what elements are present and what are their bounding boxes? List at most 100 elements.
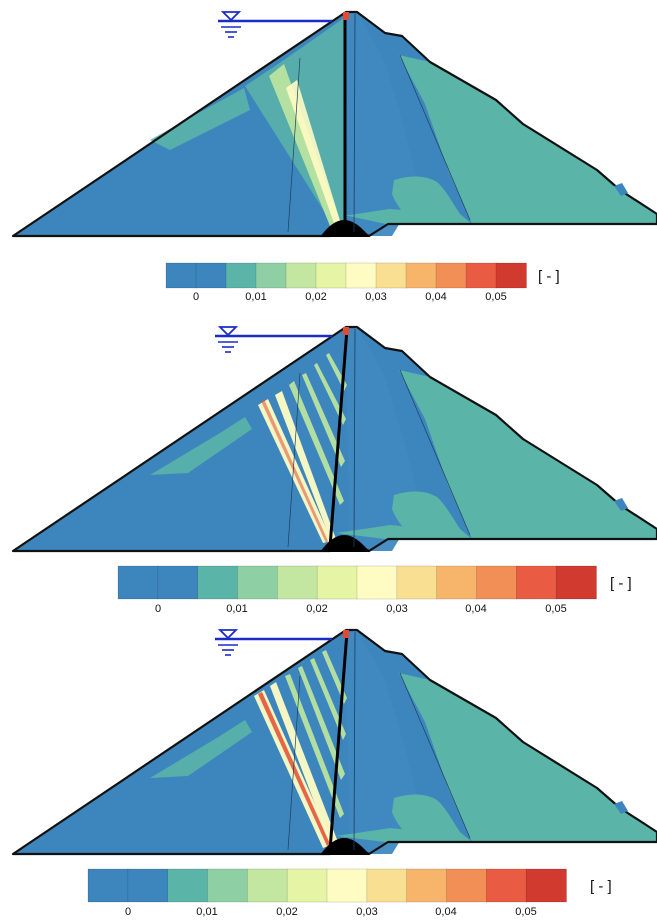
legend-swatch-6: [315, 262, 347, 289]
legend-swatch-5: [247, 868, 288, 903]
water-level-triangle-icon: [217, 326, 239, 337]
downstream-patch: [392, 794, 472, 842]
dam-panel-1: [0, 0, 657, 250]
legend-2-unit-label: [ - ]: [610, 575, 632, 592]
dam-cross-section-3: [11, 628, 657, 856]
legend-3-tick-0: 0: [124, 906, 132, 918]
core-boundary-line: [353, 328, 356, 548]
crest-hotspot: [343, 327, 349, 335]
upstream-patch: [150, 88, 250, 150]
base-zone: [344, 209, 453, 224]
legend-1: [ - ] 0 0,01 0,02 0,03 0,04 0,05: [165, 262, 576, 307]
shear-band-5: [314, 363, 346, 425]
dam-panel-2: [0, 315, 657, 565]
legend-1-tick-3: 0,03: [365, 291, 387, 303]
legend-2-tick-3: 0,03: [386, 603, 408, 615]
shear-band-4: [298, 666, 345, 780]
legend-swatch-4: [237, 565, 279, 600]
legend-swatch-1: [87, 868, 129, 903]
shear-band-2: [275, 391, 336, 541]
downstream-zone: [399, 55, 657, 224]
toe-patch: [614, 183, 628, 196]
toe-patch: [614, 801, 628, 814]
legend-swatch-4: [207, 868, 249, 903]
base-zone: [336, 525, 448, 539]
legend-1-tick-0: 0: [192, 291, 200, 303]
upstream-patch: [150, 417, 252, 475]
legend-swatch-2: [195, 262, 227, 289]
legend-swatch-9: [436, 565, 478, 600]
downstream-patch: [392, 491, 472, 539]
zone-boundary-lines: [287, 672, 471, 851]
toe-patch: [614, 498, 628, 511]
legend-2-tick-2: 0,02: [306, 603, 328, 615]
core-wall: [328, 631, 349, 851]
critical-band: [261, 399, 328, 543]
legend-swatch-1: [117, 565, 159, 600]
legend-swatch-1: [165, 262, 197, 289]
water-level-triangle-icon: [220, 11, 242, 22]
shear-band-3: [289, 381, 344, 505]
legend-swatch-8: [396, 565, 438, 600]
legend-swatch-6: [316, 565, 358, 600]
legend-3-unit-label: [ - ]: [590, 878, 612, 895]
shear-band-core: [286, 80, 341, 226]
foundation-mound: [320, 535, 370, 552]
legend-1-tick-4: 0,04: [425, 291, 447, 303]
downstream-zone: [399, 673, 657, 842]
legend-swatch-5: [285, 262, 317, 289]
legend-swatch-12: [495, 262, 527, 289]
shear-band-2: [270, 682, 338, 846]
legend-swatch-3: [225, 262, 257, 289]
dam-cross-section-1: [11, 10, 657, 238]
legend-3-tick-2: 0,02: [276, 906, 298, 918]
base-zone: [336, 828, 448, 842]
legend-swatch-12: [555, 565, 597, 600]
legend-1-colorbar: [165, 262, 527, 289]
shear-band-4: [302, 373, 345, 467]
legend-1-tick-5: 0,05: [485, 291, 507, 303]
legend-swatch-8: [366, 868, 408, 903]
legend-1-unit-label: [ - ]: [538, 268, 560, 285]
core-boundary-line: [353, 631, 356, 851]
legend-swatch-9: [406, 868, 448, 903]
downstream-zone: [399, 370, 657, 539]
shear-band-5: [310, 658, 346, 740]
legend-3-tick-5: 0,05: [515, 906, 537, 918]
legend-swatch-11: [516, 565, 557, 600]
legend-swatch-3: [167, 868, 209, 903]
shear-band-6: [322, 650, 347, 704]
upstream-patch: [150, 720, 252, 778]
legend-2: [ - ] 0 0,01 0,02 0,03 0,04 0,05: [117, 565, 648, 615]
legend-swatch-7: [345, 262, 377, 289]
legend-swatch-11: [486, 868, 527, 903]
foundation-mound: [320, 838, 370, 855]
crest-hotspot: [343, 630, 349, 638]
zone-boundary-lines: [287, 54, 471, 233]
water-level-triangle-icon: [217, 629, 239, 640]
legend-swatch-8: [375, 262, 407, 289]
legend-swatch-3: [197, 565, 239, 600]
legend-1-tick-1: 0,01: [245, 291, 267, 303]
legend-swatch-12: [525, 868, 567, 903]
legend-3-tick-1: 0,01: [196, 906, 218, 918]
legend-3-tick-3: 0,03: [356, 906, 378, 918]
shear-band-3: [285, 674, 344, 818]
crest-hotspot: [343, 12, 349, 20]
legend-swatch-7: [356, 565, 398, 600]
legend-3: [ - ] 0 0,01 0,02 0,03 0,04 0,05: [87, 868, 638, 918]
legend-swatch-4: [255, 262, 287, 289]
legend-swatch-10: [476, 565, 518, 600]
core-boundary-line: [353, 13, 356, 233]
legend-swatch-10: [446, 868, 488, 903]
legend-2-tick-1: 0,01: [226, 603, 248, 615]
legend-swatch-11: [465, 262, 497, 289]
legend-2-colorbar: [117, 565, 597, 600]
legend-2-tick-0: 0: [154, 603, 162, 615]
legend-1-tick-2: 0,02: [305, 291, 327, 303]
dam-panel-3: [0, 618, 657, 868]
zone-boundary-lines: [287, 369, 471, 548]
legend-swatch-6: [286, 868, 328, 903]
legend-swatch-9: [405, 262, 437, 289]
legend-3-tick-4: 0,04: [435, 906, 457, 918]
